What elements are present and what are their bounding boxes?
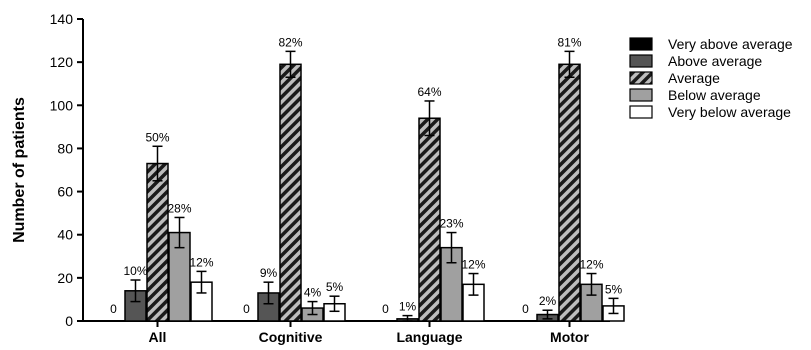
x-tick-label: Motor — [550, 329, 589, 345]
y-tick-label: 60 — [57, 184, 73, 200]
x-tick-label: Cognitive — [259, 329, 323, 345]
data-label: 0 — [382, 302, 389, 316]
data-label: 9% — [260, 266, 278, 280]
data-label: 28% — [167, 201, 191, 215]
data-label: 4% — [304, 286, 322, 300]
data-label: 82% — [278, 35, 302, 49]
data-label: 12% — [189, 255, 213, 269]
bar — [279, 63, 302, 322]
bar — [146, 162, 169, 322]
legend-swatch — [629, 71, 653, 85]
y-axis-label: Number of patients — [11, 97, 28, 243]
axes: 0 20 40 60 80 100 120 140 All Cognitive Language Mo… — [50, 11, 610, 345]
x-tick-label: All — [149, 329, 167, 345]
data-label: 5% — [605, 282, 623, 296]
data-label: 64% — [417, 85, 441, 99]
data-label: 12% — [579, 258, 603, 272]
data-label: 5% — [326, 280, 344, 294]
bars: 0 10% 50% 28% 12% 0 9% 82% 4% 5% 0 1% 64% 23% 12% 0 2% 81… — [110, 35, 625, 322]
legend-swatch — [629, 54, 653, 68]
y-tick-label: 0 — [65, 313, 73, 329]
legend-swatch — [629, 88, 653, 102]
legend-label: Very below average — [668, 104, 791, 120]
legend-label: Average — [668, 70, 720, 86]
y-tick-label: 120 — [50, 54, 74, 70]
y-tick-label: 40 — [57, 227, 73, 243]
x-tick-label: Language — [396, 329, 462, 345]
legend-label: Very above average — [668, 36, 793, 52]
data-label: 0 — [522, 302, 529, 316]
legend-swatch — [629, 37, 653, 51]
legend-label: Below average — [668, 87, 761, 103]
data-label: 50% — [145, 130, 169, 144]
y-tick-label: 140 — [50, 11, 74, 27]
data-label: 81% — [557, 35, 581, 49]
bar — [558, 63, 581, 322]
y-tick-label: 100 — [50, 97, 74, 113]
data-label: 2% — [539, 294, 557, 308]
data-label: 10% — [123, 264, 147, 278]
data-label: 23% — [439, 217, 463, 231]
data-label: 0 — [243, 302, 250, 316]
legend-swatch — [629, 105, 653, 119]
bar — [418, 117, 441, 322]
y-tick-label: 20 — [57, 270, 73, 286]
data-label: 1% — [399, 300, 417, 314]
data-label: 0 — [110, 302, 117, 316]
legend-label: Above average — [668, 53, 762, 69]
data-label: 12% — [461, 258, 485, 272]
y-tick-label: 80 — [57, 140, 73, 156]
